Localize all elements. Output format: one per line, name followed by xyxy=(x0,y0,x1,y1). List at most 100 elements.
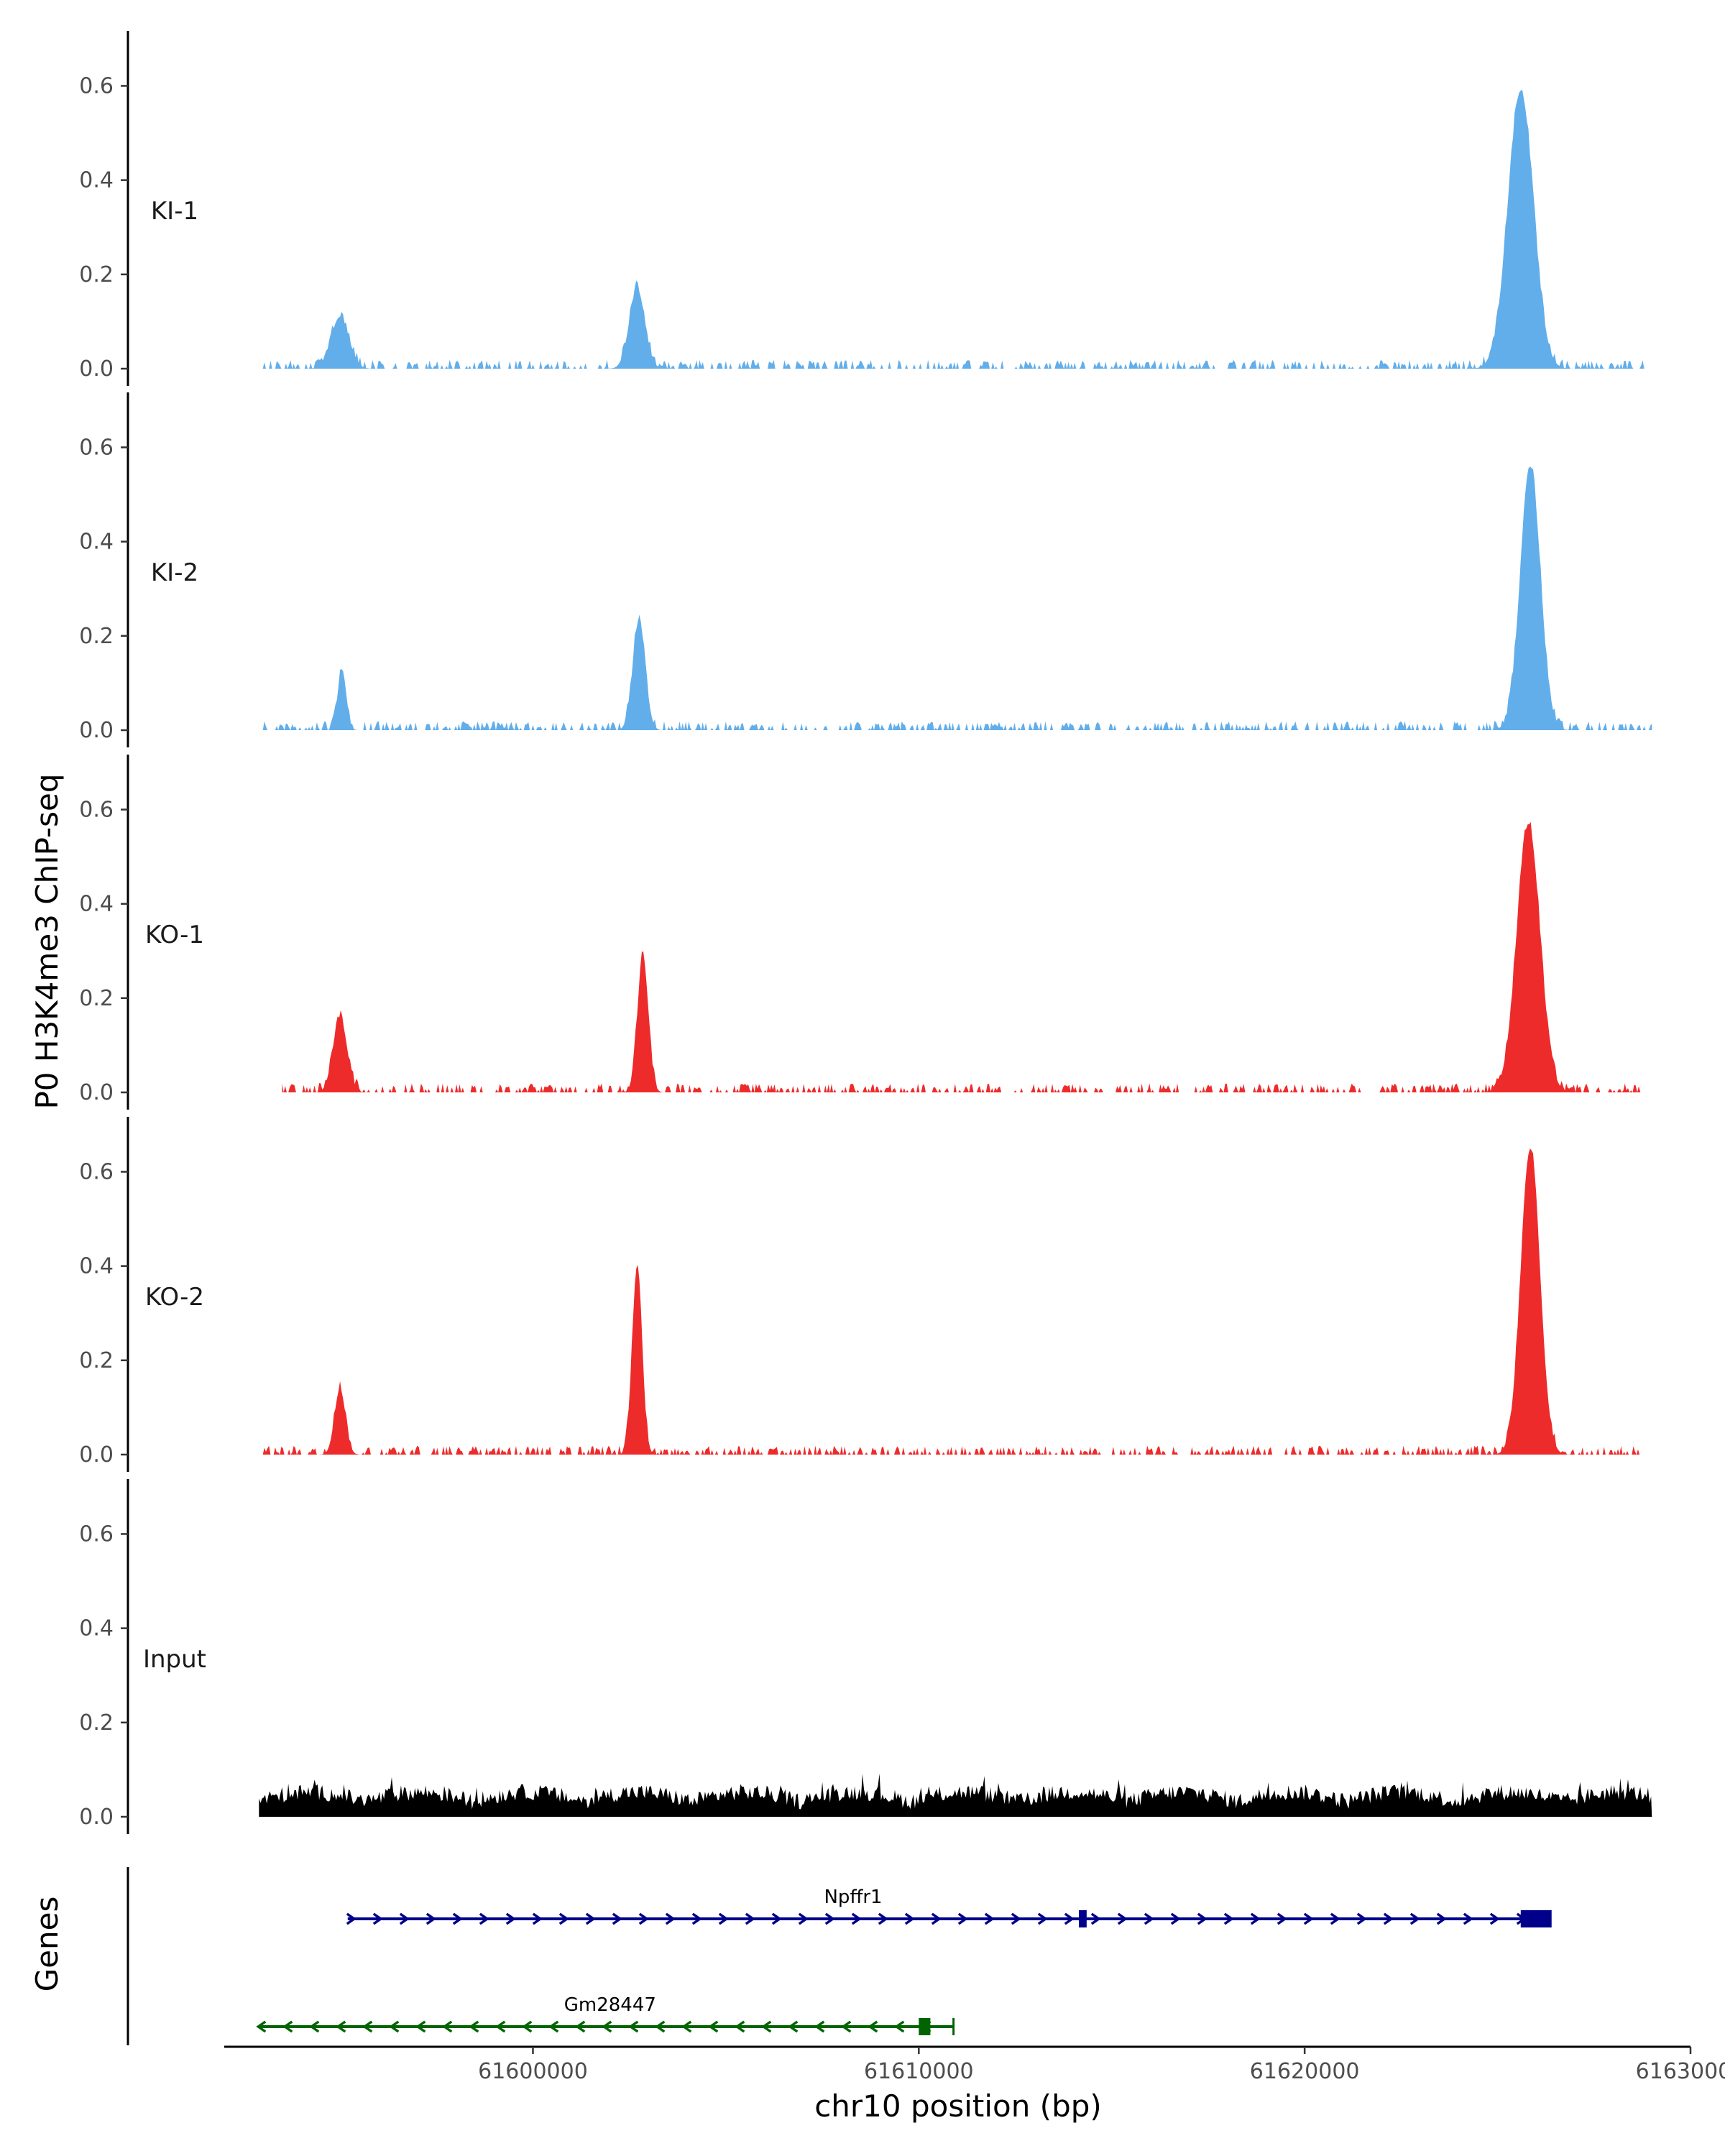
strand-chevron xyxy=(415,2020,426,2033)
y-tick-label: 0.6 xyxy=(79,435,114,460)
strand-chevron xyxy=(665,1912,676,1925)
strand-chevron xyxy=(824,1912,835,1925)
strand-chevron xyxy=(1090,1912,1101,1925)
x-tick-label: 61630000 xyxy=(1636,2059,1725,2084)
strand-chevron xyxy=(548,2020,559,2033)
exon xyxy=(1520,1910,1552,1927)
strand-chevron xyxy=(1383,1912,1394,1925)
y-axis-title: P0 H3K4me3 ChIP-seq xyxy=(29,773,65,1109)
strand-chevron xyxy=(362,2020,373,2033)
strand-chevron xyxy=(558,1912,569,1925)
track-name-label: KO-1 xyxy=(145,921,204,949)
y-tick-label: 0.0 xyxy=(79,1442,114,1468)
strand-chevron xyxy=(532,1912,543,1925)
strand-chevron xyxy=(1409,1912,1420,1925)
strand-chevron xyxy=(575,2020,586,2033)
strand-chevron xyxy=(638,1912,649,1925)
strand-chevron xyxy=(1436,1912,1447,1925)
strand-chevron xyxy=(868,2020,878,2033)
strand-chevron xyxy=(602,2020,612,2033)
coverage-area-input xyxy=(259,1773,1652,1817)
strand-chevron xyxy=(522,2020,533,2033)
track-input: 0.0 0.2 0.4 0.6 Input xyxy=(79,1479,1652,1834)
strand-chevron xyxy=(1064,1912,1075,1925)
strand-chevron xyxy=(1250,1912,1261,1925)
strand-chevron xyxy=(718,1912,729,1925)
x-tick-label: 61600000 xyxy=(478,2059,588,2084)
coverage-area-ko-2 xyxy=(262,1148,1644,1455)
strand-chevron xyxy=(1197,1912,1208,1925)
x-axis: 61600000 61610000 61620000 61630000 xyxy=(224,2045,1725,2084)
strand-chevron xyxy=(681,2020,692,2033)
strand-chevron xyxy=(745,1912,755,1925)
coverage-area-ki-1 xyxy=(262,89,1644,369)
coverage-area-ki-2 xyxy=(262,466,1652,730)
track-name-label: KO-2 xyxy=(145,1283,204,1312)
gene-gm28447: Gm28447 xyxy=(256,1994,955,2035)
y-tick-label: 0.6 xyxy=(79,1159,114,1184)
strand-chevron xyxy=(256,2020,267,2033)
y-tick-label: 0.0 xyxy=(79,718,114,743)
strand-chevron xyxy=(1489,1912,1500,1925)
strand-chevron xyxy=(1144,1912,1154,1925)
strand-chevron xyxy=(655,2020,666,2033)
strand-chevron xyxy=(931,1912,942,1925)
y-tick-label: 0.4 xyxy=(79,168,114,193)
strand-chevron xyxy=(1303,1912,1314,1925)
y-tick-label: 0.0 xyxy=(79,356,114,382)
gene-npffr1: Npffr1 xyxy=(346,1886,1552,1927)
strand-chevron xyxy=(372,1912,383,1925)
strand-chevron xyxy=(628,2020,639,2033)
strand-chevron xyxy=(691,1912,702,1925)
strand-chevron xyxy=(735,2020,745,2033)
y-tick-label: 0.4 xyxy=(79,1616,114,1641)
coverage-tracks: 0.00.20.40.6KI-10.00.20.40.6KI-20.00.20.… xyxy=(79,31,1652,1834)
track-ko-1: 0.0 0.2 0.4 0.6 KO-1 xyxy=(79,755,1644,1110)
coverage-area-ko-1 xyxy=(282,821,1644,1092)
genes-axis-title: Genes xyxy=(29,1897,65,1992)
strand-chevron xyxy=(452,1912,463,1925)
track-ko-2: 0.0 0.2 0.4 0.6 KO-2 xyxy=(79,1117,1644,1472)
gene-name-label: Npffr1 xyxy=(824,1886,882,1908)
strand-chevron xyxy=(1011,1912,1021,1925)
strand-chevron xyxy=(1223,1912,1234,1925)
x-axis-title: chr10 position (bp) xyxy=(814,2088,1102,2124)
y-tick-label: 0.2 xyxy=(79,1348,114,1373)
track-ki-2: 0.0 0.2 0.4 0.6 KI-2 xyxy=(79,392,1652,747)
y-tick-label: 0.2 xyxy=(79,986,114,1011)
x-tick-label: 61620000 xyxy=(1250,2059,1360,2084)
track-name-label: KI-1 xyxy=(151,197,198,226)
track-name-label: KI-2 xyxy=(151,558,198,587)
strand-chevron xyxy=(814,2020,825,2033)
exon xyxy=(919,2018,931,2035)
strand-chevron xyxy=(389,2020,400,2033)
y-tick-label: 0.2 xyxy=(79,1710,114,1736)
strand-chevron xyxy=(788,2020,799,2033)
y-tick-label: 0.2 xyxy=(79,262,114,287)
exon xyxy=(1079,1910,1087,1927)
strand-chevron xyxy=(984,1912,995,1925)
strand-chevron xyxy=(771,1912,782,1925)
y-tick-label: 0.2 xyxy=(79,624,114,649)
strand-chevron xyxy=(1463,1912,1473,1925)
y-tick-label: 0.4 xyxy=(79,892,114,917)
y-tick-label: 0.4 xyxy=(79,1254,114,1279)
strand-chevron xyxy=(1037,1912,1048,1925)
strand-chevron xyxy=(904,1912,915,1925)
strand-chevron xyxy=(336,2020,346,2033)
strand-chevron xyxy=(495,2020,506,2033)
gene-track: Npffr1 Gm28447 xyxy=(126,1867,1552,2045)
strand-chevron xyxy=(346,1912,356,1925)
strand-chevron xyxy=(1356,1912,1367,1925)
strand-chevron xyxy=(761,2020,772,2033)
y-tick-label: 0.0 xyxy=(79,1080,114,1105)
y-tick-label: 0.6 xyxy=(79,73,114,98)
strand-chevron xyxy=(612,1912,622,1925)
strand-chevron xyxy=(851,1912,862,1925)
gene-name-label: Gm28447 xyxy=(564,1994,656,2016)
y-tick-label: 0.4 xyxy=(79,530,114,555)
strand-chevron xyxy=(1276,1912,1287,1925)
strand-chevron xyxy=(399,1912,410,1925)
track-ki-1: 0.0 0.2 0.4 0.6 KI-1 xyxy=(79,31,1644,386)
